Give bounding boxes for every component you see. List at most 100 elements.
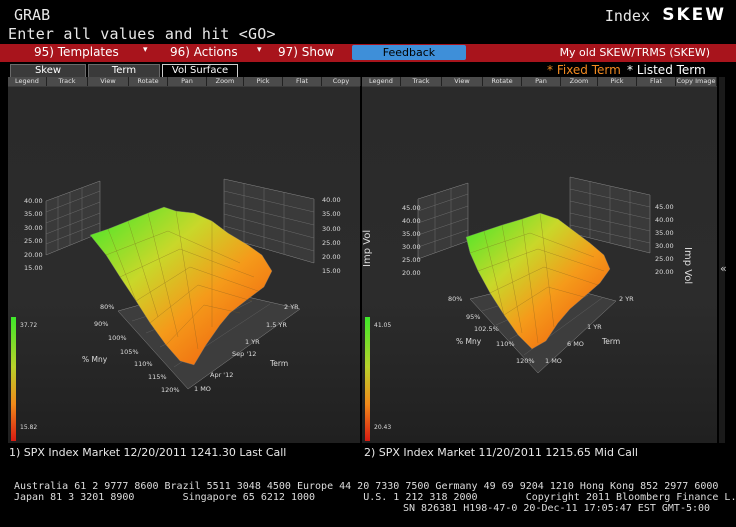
copy-image-button[interactable]: Copy Image xyxy=(676,77,717,86)
right-surface-plot[interactable]: 45.00 40.00 35.00 30.00 25.00 20.00 45.0… xyxy=(362,87,717,443)
right-chart-caption: 2) SPX Index Market 11/20/2011 1215.65 M… xyxy=(364,446,638,459)
z-label: 20.00 xyxy=(322,253,341,261)
actions-caret-icon[interactable]: ▾ xyxy=(257,45,262,55)
star-icon: * xyxy=(547,63,557,77)
term-label: 1 MO xyxy=(545,357,562,365)
left-surface-svg xyxy=(45,178,315,390)
term-label: 1 YR xyxy=(245,338,260,346)
mny-label: 120% xyxy=(161,386,180,394)
collapse-chevron-icon[interactable]: « xyxy=(720,262,727,275)
z-label: 35.00 xyxy=(24,210,43,218)
mny-label: 95% xyxy=(466,313,481,321)
ticker-label: SKEW xyxy=(662,5,726,25)
z-label: 20.00 xyxy=(655,268,674,276)
z-label: 25.00 xyxy=(655,255,674,263)
tab-term-structure[interactable]: Term Structure xyxy=(88,64,160,88)
mny-label: 110% xyxy=(496,340,515,348)
rotate-button[interactable]: Rotate xyxy=(129,77,168,86)
tab-skew[interactable]: Skew xyxy=(10,64,86,78)
z-label: 40.00 xyxy=(655,216,674,224)
scale-min-label: 15.82 xyxy=(20,424,38,431)
z-label: 15.00 xyxy=(322,267,341,275)
pick-button[interactable]: Pick xyxy=(244,77,283,86)
vol-surface-mesh xyxy=(465,212,611,350)
left-chart-toolbar: Legend Track View Rotate Pan Zoom Pick F… xyxy=(8,77,361,94)
mny-label: 102.5% xyxy=(474,325,499,333)
left-back-wall xyxy=(45,180,101,256)
term-axis-title: Term xyxy=(270,359,289,368)
term-label: 2 YR xyxy=(284,303,299,311)
term-label: 1 YR xyxy=(587,323,602,331)
color-scale-bar xyxy=(11,317,16,441)
flat-button[interactable]: Flat xyxy=(637,77,676,86)
z-label: 45.00 xyxy=(402,204,421,212)
star-icon: * xyxy=(627,63,637,77)
fixed-term-legend[interactable]: * Fixed Term xyxy=(547,63,621,77)
right-surface-svg xyxy=(417,176,651,374)
mny-label: 90% xyxy=(94,320,109,328)
view-button[interactable]: View xyxy=(88,77,129,86)
actions-menu[interactable]: 96) Actions xyxy=(170,45,238,59)
z-label: 25.00 xyxy=(24,237,43,245)
mny-label: 115% xyxy=(148,373,167,381)
track-button[interactable]: Track xyxy=(401,77,442,86)
term-label: Apr '12 xyxy=(210,371,234,379)
feedback-button[interactable]: Feedback xyxy=(352,45,466,60)
left-surface-plot[interactable]: 40.00 35.00 30.00 25.00 20.00 15.00 40.0… xyxy=(8,87,360,443)
zoom-button[interactable]: Zoom xyxy=(561,77,598,86)
function-title: My old SKEW/TRMS (SKEW) xyxy=(559,46,710,59)
left-chart-caption: 1) SPX Index Market 12/20/2011 1241.30 L… xyxy=(9,446,287,459)
z-label: 30.00 xyxy=(655,242,674,250)
z-label: 25.00 xyxy=(322,239,341,247)
view-button[interactable]: View xyxy=(442,77,483,86)
z-label: 35.00 xyxy=(402,230,421,238)
scale-min-label: 20.43 xyxy=(374,424,392,431)
right-chart-panel: Legend Track View Rotate Pan Zoom Pick F… xyxy=(362,77,717,443)
scale-max-label: 41.05 xyxy=(374,322,392,329)
command-echo: GRAB xyxy=(14,6,51,24)
pan-button[interactable]: Pan xyxy=(522,77,561,86)
templates-caret-icon[interactable]: ▾ xyxy=(143,45,148,55)
mny-axis-title: % Mny xyxy=(456,337,482,346)
side-panel-strip[interactable] xyxy=(719,77,725,443)
term-label: 1.5 YR xyxy=(266,321,287,329)
z-label: 30.00 xyxy=(24,224,43,232)
mny-label: 100% xyxy=(108,334,127,342)
pan-button[interactable]: Pan xyxy=(168,77,207,86)
rotate-button[interactable]: Rotate xyxy=(483,77,522,86)
term-label: 6 MO xyxy=(567,340,584,348)
legend-button[interactable]: Legend xyxy=(8,77,47,86)
mny-axis-title: % Mny xyxy=(82,355,108,364)
pick-button[interactable]: Pick xyxy=(598,77,637,86)
function-menubar: 95) Templates ▾ 96) Actions ▾ 97) Show F… xyxy=(0,44,736,62)
footer-session-info: SN 826381 H198-47-0 20-Dec-11 17:05:47 E… xyxy=(403,503,711,514)
tab-vol-surface[interactable]: Vol Surface xyxy=(162,64,238,78)
zoom-button[interactable]: Zoom xyxy=(207,77,244,86)
z-label: 30.00 xyxy=(402,243,421,251)
color-scale-bar xyxy=(365,317,370,441)
left-back-wall xyxy=(417,182,469,260)
z-label: 20.00 xyxy=(24,251,43,259)
legend-button[interactable]: Legend xyxy=(362,77,401,86)
mny-label: 110% xyxy=(134,360,153,368)
mny-label: 80% xyxy=(100,303,115,311)
z-label: 35.00 xyxy=(655,229,674,237)
flat-button[interactable]: Flat xyxy=(283,77,322,86)
z-label: 15.00 xyxy=(24,264,43,272)
security-type-label: Index xyxy=(604,7,650,25)
track-button[interactable]: Track xyxy=(47,77,88,86)
left-chart-panel: Legend Track View Rotate Pan Zoom Pick F… xyxy=(8,77,361,443)
right-chart-toolbar: Legend Track View Rotate Pan Zoom Pick F… xyxy=(362,77,717,87)
z-label: 40.00 xyxy=(24,197,43,205)
mny-label: 80% xyxy=(448,295,463,303)
footer-contacts-line1: Australia 61 2 9777 8600 Brazil 5511 304… xyxy=(14,481,719,492)
footer-contacts-line2: Japan 81 3 3201 8900 Singapore 65 6212 1… xyxy=(14,492,736,503)
z-label: 20.00 xyxy=(402,269,421,277)
templates-menu[interactable]: 95) Templates xyxy=(34,45,119,59)
listed-term-legend[interactable]: * Listed Term xyxy=(627,63,706,77)
show-menu[interactable]: 97) Show xyxy=(278,45,335,59)
z-label: 40.00 xyxy=(322,196,341,204)
copy-image-button[interactable]: Copy Image xyxy=(322,77,361,94)
command-prompt[interactable]: Enter all values and hit <GO> xyxy=(8,25,276,43)
z-label: 25.00 xyxy=(402,256,421,264)
